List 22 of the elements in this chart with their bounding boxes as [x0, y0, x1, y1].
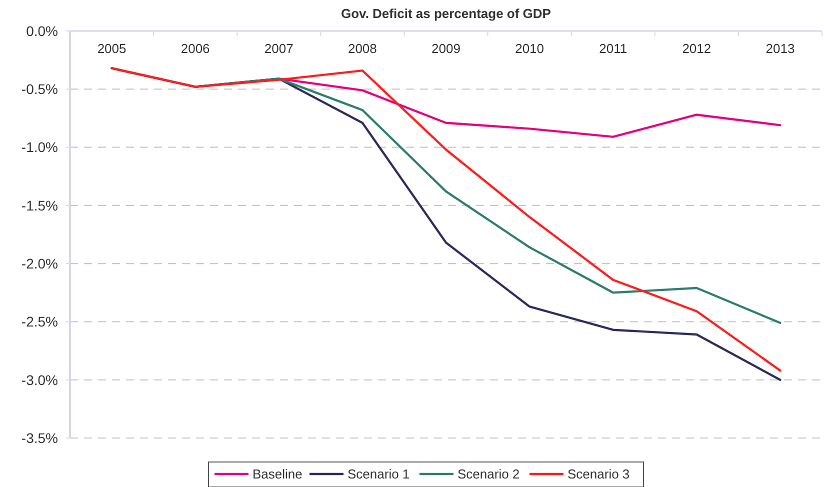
x-tick-label: 2013 — [766, 41, 795, 56]
x-tick-label: 2005 — [97, 41, 126, 56]
x-tick-label: 2011 — [599, 41, 628, 56]
legend-label: Scenario 2 — [458, 466, 520, 482]
y-tick-label: -1.0% — [21, 139, 58, 156]
y-tick-label: 0.0% — [26, 22, 58, 39]
legend-label: Baseline — [252, 466, 302, 482]
x-tick-label: 2007 — [264, 41, 294, 56]
x-tick-label: 2009 — [432, 41, 460, 56]
y-tick-label: -1.5% — [21, 197, 58, 214]
x-tick-label: 2006 — [180, 41, 210, 56]
legend-label: Scenario 1 — [348, 466, 410, 482]
y-tick-label: -2.0% — [21, 255, 58, 272]
x-tick-label: 2012 — [682, 41, 712, 56]
chart-title: Gov. Deficit as percentage of GDP — [341, 6, 552, 21]
y-tick-label: -2.5% — [21, 314, 58, 330]
y-tick-label: -0.5% — [21, 81, 58, 98]
y-tick-label: -3.5% — [21, 430, 58, 446]
x-tick-label: 2008 — [348, 41, 377, 56]
y-tick-label: -3.0% — [21, 372, 58, 388]
x-tick-label: 2010 — [515, 41, 544, 56]
legend-label: Scenario 3 — [568, 466, 630, 482]
